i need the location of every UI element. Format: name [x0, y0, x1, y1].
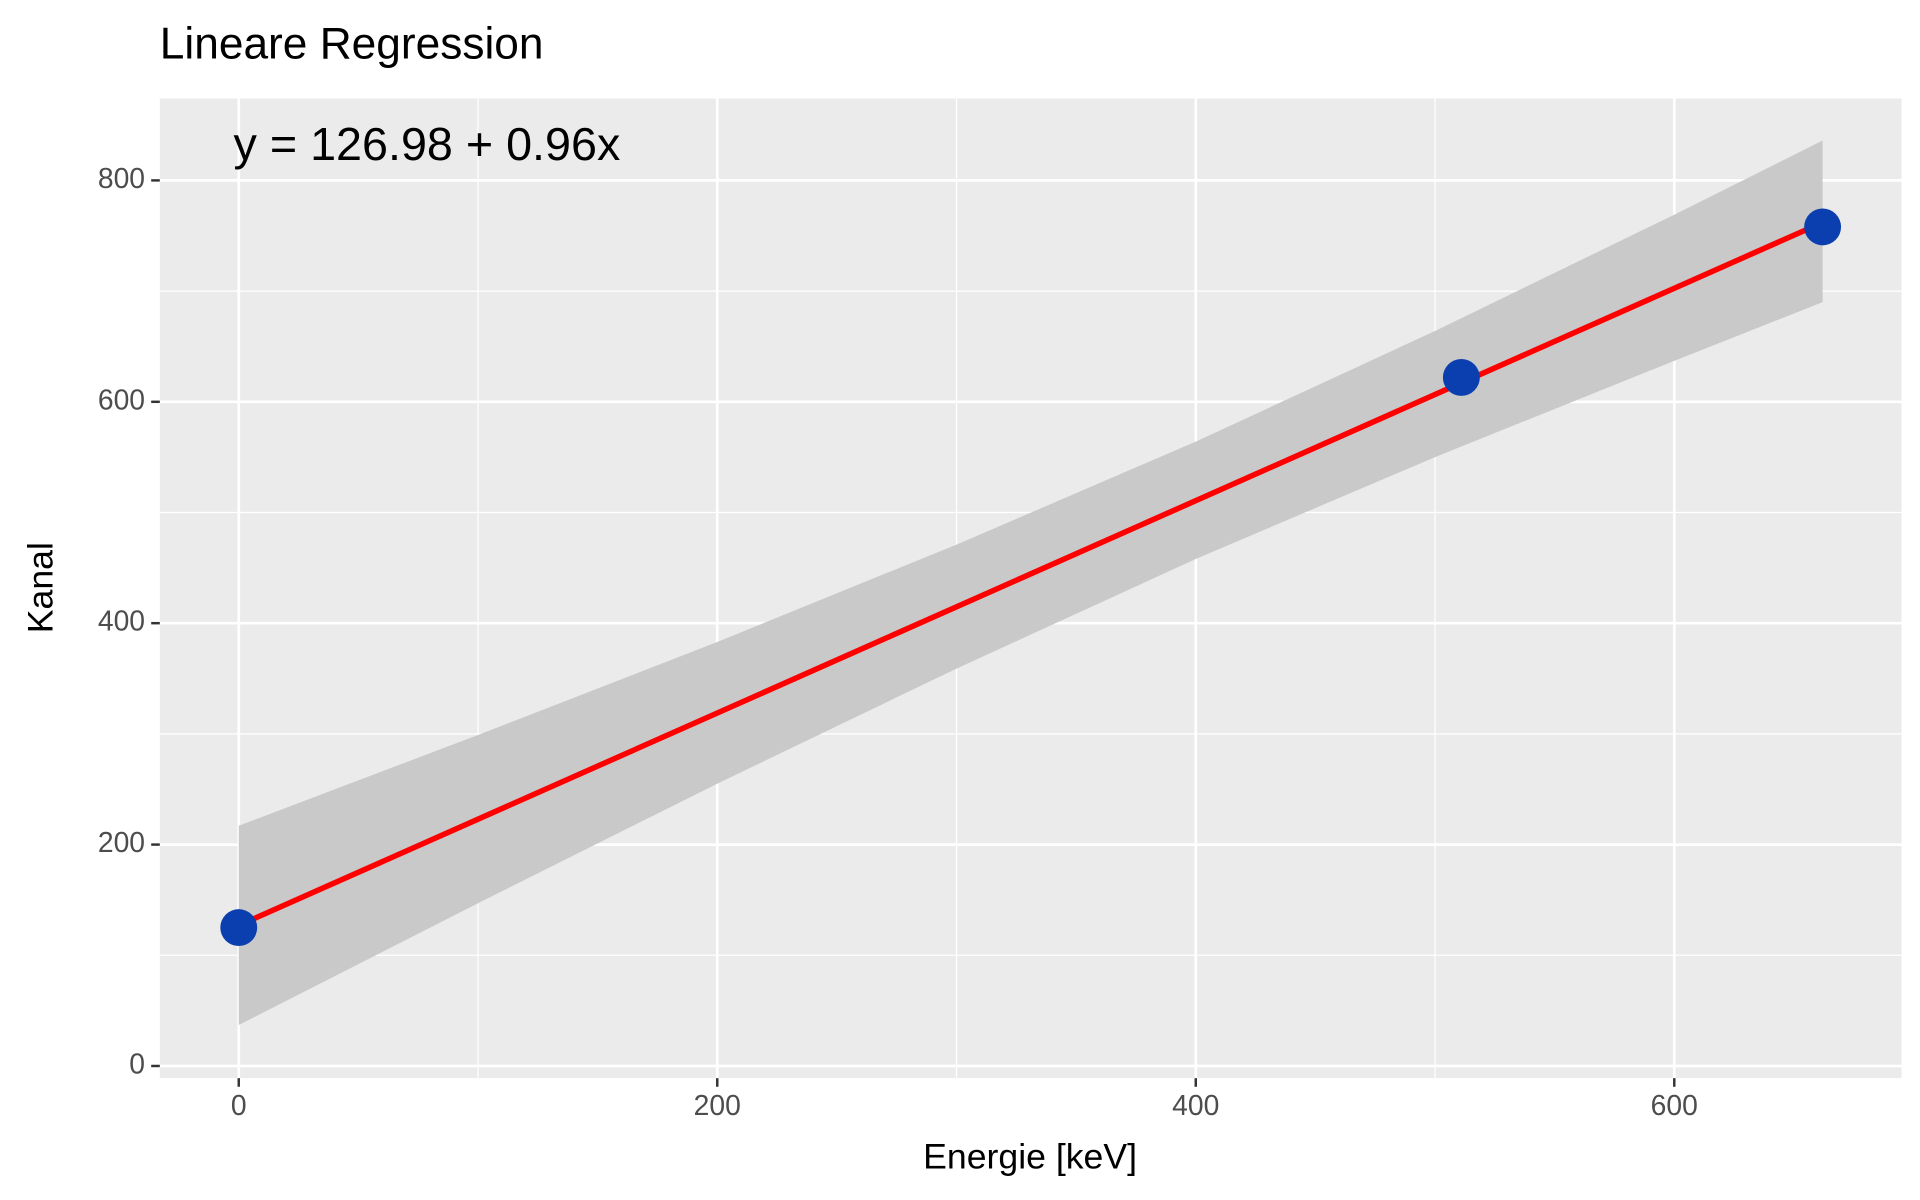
x-tick-label: 600: [1651, 1089, 1698, 1121]
x-tick-label: 0: [231, 1089, 247, 1121]
chart-title: Lineare Regression: [160, 20, 544, 69]
data-point: [1804, 208, 1842, 246]
y-tick-label: 400: [98, 605, 145, 637]
data-point: [1442, 359, 1480, 396]
y-tick-label: 0: [129, 1047, 145, 1079]
y-axis-label: Kanal: [20, 542, 60, 633]
y-tick-label: 200: [98, 826, 145, 858]
x-tick-label: 200: [694, 1089, 741, 1121]
regression-line: [237, 219, 1824, 928]
marks: [220, 140, 1842, 1026]
y-tick-label: 800: [98, 162, 145, 194]
y-tick-label: 600: [98, 383, 145, 415]
confidence-band: [238, 140, 1823, 1026]
data-point: [220, 909, 258, 947]
x-tick-label: 400: [1172, 1089, 1219, 1121]
annotation: y = 126.98 + 0.96x: [234, 118, 621, 170]
x-axis-label: Energie [keV]: [923, 1137, 1137, 1177]
